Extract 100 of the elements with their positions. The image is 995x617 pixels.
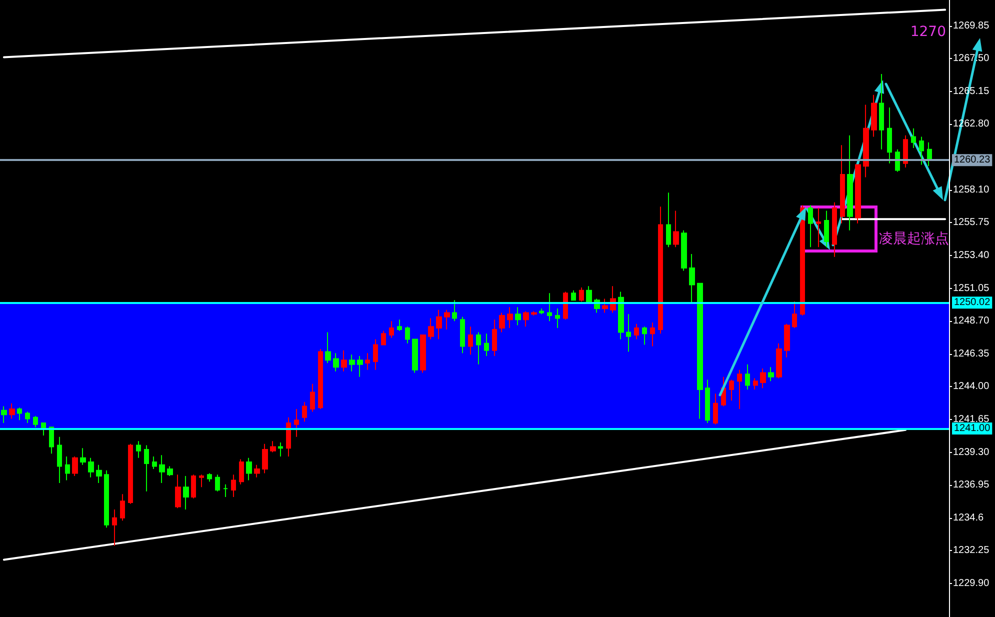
candlestick — [871, 94, 877, 138]
candlestick — [768, 366, 774, 382]
candlestick — [705, 379, 710, 424]
candlestick — [808, 204, 813, 248]
candlestick — [341, 350, 347, 372]
candlestick — [397, 319, 402, 332]
candlestick — [847, 134, 853, 231]
ref-line-label: 1241.00 — [954, 423, 991, 434]
candlestick — [175, 474, 181, 509]
candlestick — [17, 407, 22, 421]
candlestick — [697, 282, 703, 420]
candlestick — [9, 402, 15, 420]
candlestick — [507, 306, 513, 329]
candlestick — [658, 206, 663, 334]
candlestick — [310, 383, 315, 412]
candlestick — [436, 309, 442, 340]
candlestick — [231, 474, 236, 498]
candlestick — [294, 408, 299, 438]
candlestick — [302, 402, 307, 422]
y-tick-label: 1246.35 — [953, 348, 990, 360]
candlestick — [223, 484, 228, 498]
candlestick — [191, 474, 196, 499]
candlestick — [468, 326, 473, 356]
candlestick — [365, 352, 370, 370]
candlestick — [927, 142, 932, 167]
candlestick — [80, 448, 86, 466]
candlestick — [318, 348, 323, 410]
candlestick — [333, 352, 339, 372]
candlestick — [405, 326, 410, 344]
candlestick — [452, 300, 457, 322]
candlestick — [840, 144, 845, 224]
candlestick — [183, 476, 189, 510]
candlestick — [349, 354, 355, 372]
ref-line-label: 1250.02 — [954, 297, 991, 308]
candlestick — [357, 355, 363, 378]
candlestick — [412, 338, 418, 374]
candlestick — [539, 308, 544, 315]
candlestick — [571, 290, 576, 301]
y-tick-label: 1241.65 — [953, 414, 990, 425]
candlestick — [879, 73, 884, 150]
candlestick — [88, 457, 94, 478]
candlestick — [832, 202, 837, 258]
candlestick — [626, 314, 631, 352]
y-tick-label: 1244.00 — [953, 381, 990, 392]
candlestick — [381, 330, 386, 346]
candlestick — [420, 334, 426, 374]
candlestick — [215, 474, 220, 492]
candlestick — [666, 192, 671, 248]
candlestick — [555, 308, 560, 329]
candlestick — [286, 416, 291, 457]
candlestick — [602, 298, 608, 314]
candlestick — [776, 342, 782, 379]
candlestick — [729, 379, 734, 402]
candlestick — [41, 422, 46, 436]
candlestick — [547, 292, 552, 322]
candlestick — [531, 310, 537, 316]
candlestick — [152, 456, 157, 470]
ref-line-label: 1260.23 — [954, 154, 991, 166]
candlestick — [460, 316, 465, 354]
candlestick — [65, 456, 70, 481]
candlestick — [855, 164, 861, 224]
candlestick — [120, 494, 125, 522]
candlestick — [642, 326, 647, 346]
candlestick — [254, 464, 260, 478]
candlestick — [681, 230, 687, 272]
candlestick — [515, 306, 521, 326]
candlestick — [159, 454, 165, 484]
candlestick — [792, 301, 797, 329]
candlestick — [563, 291, 568, 320]
y-tick-label: 1269.85 — [953, 20, 990, 32]
candlestick — [57, 436, 62, 484]
y-tick-label: 1234.6 — [953, 512, 984, 524]
annotation: 凌晨起涨点 — [879, 231, 949, 247]
candlestick — [919, 136, 924, 166]
candlestick — [579, 287, 584, 302]
candlestick — [96, 464, 102, 484]
candlestick — [499, 312, 505, 333]
candlestick — [760, 368, 766, 389]
y-tick-label: 1255.75 — [953, 217, 990, 228]
candlestick — [199, 474, 204, 488]
candlestick — [444, 309, 450, 330]
candlestick — [128, 443, 133, 504]
candlestick — [903, 134, 908, 168]
y-tick-label: 1258.10 — [953, 184, 990, 196]
y-tick-label: 1248.70 — [953, 316, 990, 327]
candlestick — [484, 333, 489, 356]
y-tick-label: 1232.25 — [953, 545, 990, 556]
candlestick — [737, 369, 742, 410]
candlestick — [713, 393, 718, 425]
candlestick — [428, 318, 434, 340]
candlestick — [634, 323, 639, 340]
candlestick — [25, 411, 30, 424]
candlestick — [745, 364, 750, 390]
candlestick — [144, 444, 149, 492]
candlestick — [262, 443, 268, 474]
y-tick-label: 1253.40 — [953, 250, 990, 261]
y-tick-label: 1229.90 — [953, 578, 990, 589]
candlestick — [167, 466, 173, 477]
candlestick — [325, 332, 331, 364]
y-tick-label: 1239.30 — [953, 446, 990, 458]
